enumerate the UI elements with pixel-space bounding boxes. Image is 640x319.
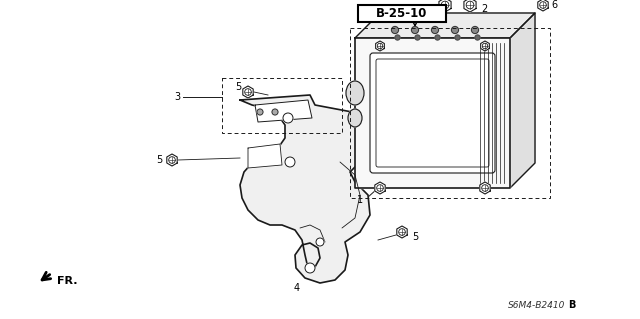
Circle shape (244, 89, 252, 95)
Circle shape (169, 157, 175, 163)
Circle shape (466, 1, 474, 9)
Text: 7: 7 (497, 145, 503, 155)
Circle shape (392, 26, 399, 33)
Circle shape (377, 185, 383, 191)
Circle shape (412, 26, 419, 33)
Circle shape (451, 26, 458, 33)
Polygon shape (439, 0, 451, 12)
Text: 5: 5 (235, 82, 241, 92)
Circle shape (483, 43, 488, 49)
Circle shape (482, 185, 488, 191)
Circle shape (272, 109, 278, 115)
Circle shape (399, 229, 405, 235)
Text: 5: 5 (156, 155, 162, 165)
Text: 2: 2 (481, 4, 487, 14)
Polygon shape (464, 0, 476, 12)
Bar (222, 78, 342, 133)
Polygon shape (375, 182, 385, 194)
FancyBboxPatch shape (376, 59, 489, 167)
Circle shape (472, 26, 479, 33)
Circle shape (395, 35, 400, 40)
Circle shape (305, 263, 315, 273)
Polygon shape (167, 154, 177, 166)
Polygon shape (355, 13, 535, 38)
Text: 3: 3 (174, 92, 180, 102)
Text: B-25-10: B-25-10 (376, 7, 428, 20)
Circle shape (283, 113, 293, 123)
Text: FR.: FR. (57, 276, 77, 286)
Polygon shape (243, 86, 253, 98)
Circle shape (441, 1, 449, 9)
Ellipse shape (348, 109, 362, 127)
Text: B: B (568, 300, 575, 310)
Circle shape (316, 238, 324, 246)
Polygon shape (240, 95, 375, 283)
Bar (350, 28, 550, 198)
Polygon shape (480, 182, 490, 194)
Circle shape (435, 35, 440, 40)
Circle shape (415, 35, 420, 40)
Circle shape (455, 35, 460, 40)
Circle shape (377, 43, 383, 49)
FancyBboxPatch shape (370, 53, 495, 173)
Text: 5: 5 (412, 232, 419, 242)
Polygon shape (397, 226, 407, 238)
Text: 4: 4 (294, 283, 300, 293)
Ellipse shape (346, 81, 364, 105)
Polygon shape (481, 41, 490, 51)
Circle shape (285, 157, 295, 167)
Polygon shape (248, 144, 282, 168)
Bar (358, 5, 446, 22)
Circle shape (431, 26, 438, 33)
Polygon shape (376, 41, 385, 51)
Circle shape (257, 109, 263, 115)
Text: S6M4-B2410: S6M4-B2410 (508, 300, 565, 309)
Polygon shape (255, 100, 312, 122)
Polygon shape (510, 13, 535, 188)
Text: 1: 1 (357, 195, 363, 205)
Circle shape (475, 35, 480, 40)
Polygon shape (538, 0, 548, 11)
Polygon shape (355, 38, 510, 188)
Text: 6: 6 (551, 0, 557, 10)
Circle shape (540, 2, 547, 8)
